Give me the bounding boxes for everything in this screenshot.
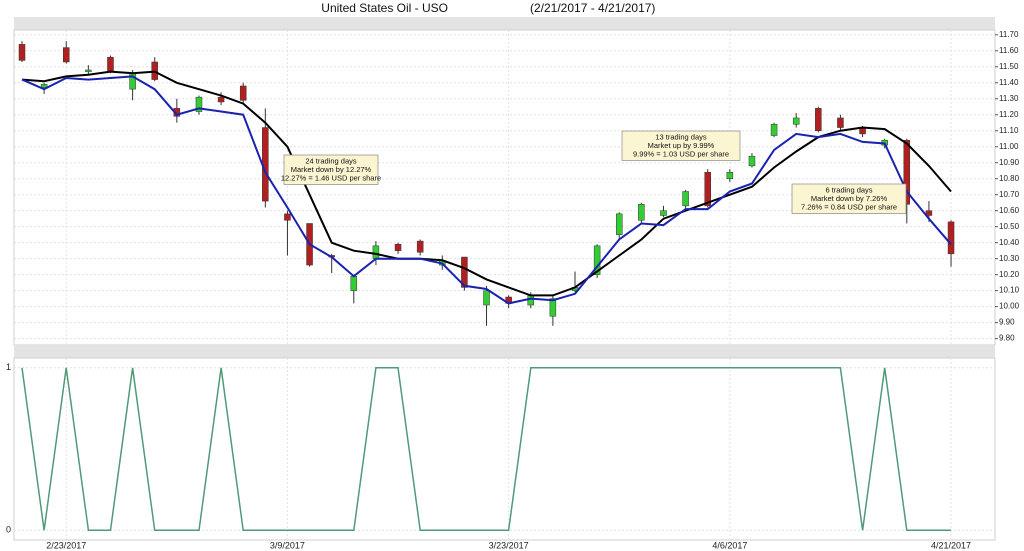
annotation-text: 6 trading days <box>825 185 872 194</box>
candle-body <box>40 84 48 88</box>
x-tick-label: 3/9/2017 <box>270 540 305 550</box>
annotation-text: 13 trading days <box>655 132 707 141</box>
candle-body <box>394 244 402 251</box>
candle-body <box>416 240 424 253</box>
y-tick-label: 1 <box>6 362 11 372</box>
chart-title: United States Oil - USO <box>321 1 448 15</box>
y-tick-label: 11.60 <box>999 46 1019 55</box>
y-tick-label: 10.10 <box>999 286 1020 295</box>
candle-body <box>726 172 734 179</box>
x-tick-label: 2/23/2017 <box>46 540 86 550</box>
candle-body <box>925 210 933 216</box>
y-tick-label: 11.50 <box>999 62 1019 71</box>
annotation-text: 9.99% = 1.03 USD per share <box>633 149 729 158</box>
y-tick-label: 9.80 <box>999 334 1015 343</box>
candle-body <box>704 172 711 207</box>
annotation-text: 7.26% = 0.84 USD per share <box>801 202 897 211</box>
candle-body <box>18 44 26 61</box>
annotation-text: Market down by 12.27% <box>291 165 372 174</box>
candle-body <box>615 213 623 235</box>
candle-body <box>748 156 756 167</box>
candle-body <box>638 204 645 221</box>
y-tick-label: 9.90 <box>999 318 1015 327</box>
y-tick-label: 11.00 <box>999 142 1019 151</box>
y-tick-label: 10.60 <box>999 206 1020 215</box>
series-line <box>21 367 951 532</box>
y-tick-label: 11.70 <box>999 30 1019 39</box>
y-tick-label: 10.40 <box>999 238 1020 247</box>
y-tick-label: 0 <box>6 525 11 535</box>
x-tick-label: 4/6/2017 <box>712 540 747 550</box>
x-tick-label: 4/21/2017 <box>931 540 971 550</box>
candle-body <box>483 290 490 306</box>
y-tick-label: 11.30 <box>999 94 1019 103</box>
annotation-text: 24 trading days <box>305 156 357 165</box>
annotation-box <box>621 130 741 161</box>
candle-body <box>350 275 358 291</box>
candle-body <box>461 256 468 288</box>
candle-body <box>195 96 203 112</box>
candle-body <box>770 124 778 136</box>
candle-body <box>217 96 225 103</box>
candle-body <box>815 108 822 131</box>
candle-body <box>527 295 535 306</box>
candle-body <box>549 298 557 317</box>
annotation-box <box>283 154 379 185</box>
header-band <box>14 17 995 30</box>
series-line <box>21 70 952 297</box>
separator-band <box>14 345 995 358</box>
candle-body <box>62 47 70 63</box>
y-tick-label: 10.30 <box>999 254 1020 263</box>
annotation-text: Market up by 9.99% <box>648 141 715 150</box>
series-line <box>21 75 952 305</box>
y-tick-label: 10.90 <box>999 158 1020 167</box>
candle-body <box>837 117 844 128</box>
chart-subtitle: (2/21/2017 - 4/21/2017) <box>530 1 655 15</box>
candle-body <box>903 140 911 205</box>
candle-body <box>947 221 955 255</box>
y-tick-label: 10.20 <box>999 270 1020 279</box>
x-tick-label: 3/23/2017 <box>489 540 529 550</box>
y-tick-label: 11.20 <box>999 110 1019 119</box>
candle-body <box>682 191 689 207</box>
y-tick-label: 11.40 <box>999 78 1019 87</box>
candle-body <box>660 210 667 216</box>
candle-body <box>372 245 380 259</box>
y-tick-label: 11.10 <box>999 126 1019 135</box>
candle-body <box>593 245 601 275</box>
candle-body <box>239 85 247 101</box>
candle-body <box>107 56 114 72</box>
candle-body <box>792 117 800 125</box>
candle-body <box>284 213 291 221</box>
y-tick-label: 10.80 <box>999 174 1020 183</box>
annotation-box <box>791 183 907 214</box>
annotation-text: 12.27% = 1.46 USD per share <box>281 173 381 182</box>
annotation-text: Market down by 7.26% <box>811 194 888 203</box>
y-tick-label: 10.70 <box>999 190 1020 199</box>
candle-body <box>85 69 92 72</box>
y-tick-label: 10.00 <box>999 302 1020 311</box>
signal-panel <box>13 357 996 541</box>
y-tick-label: 10.50 <box>999 222 1020 231</box>
